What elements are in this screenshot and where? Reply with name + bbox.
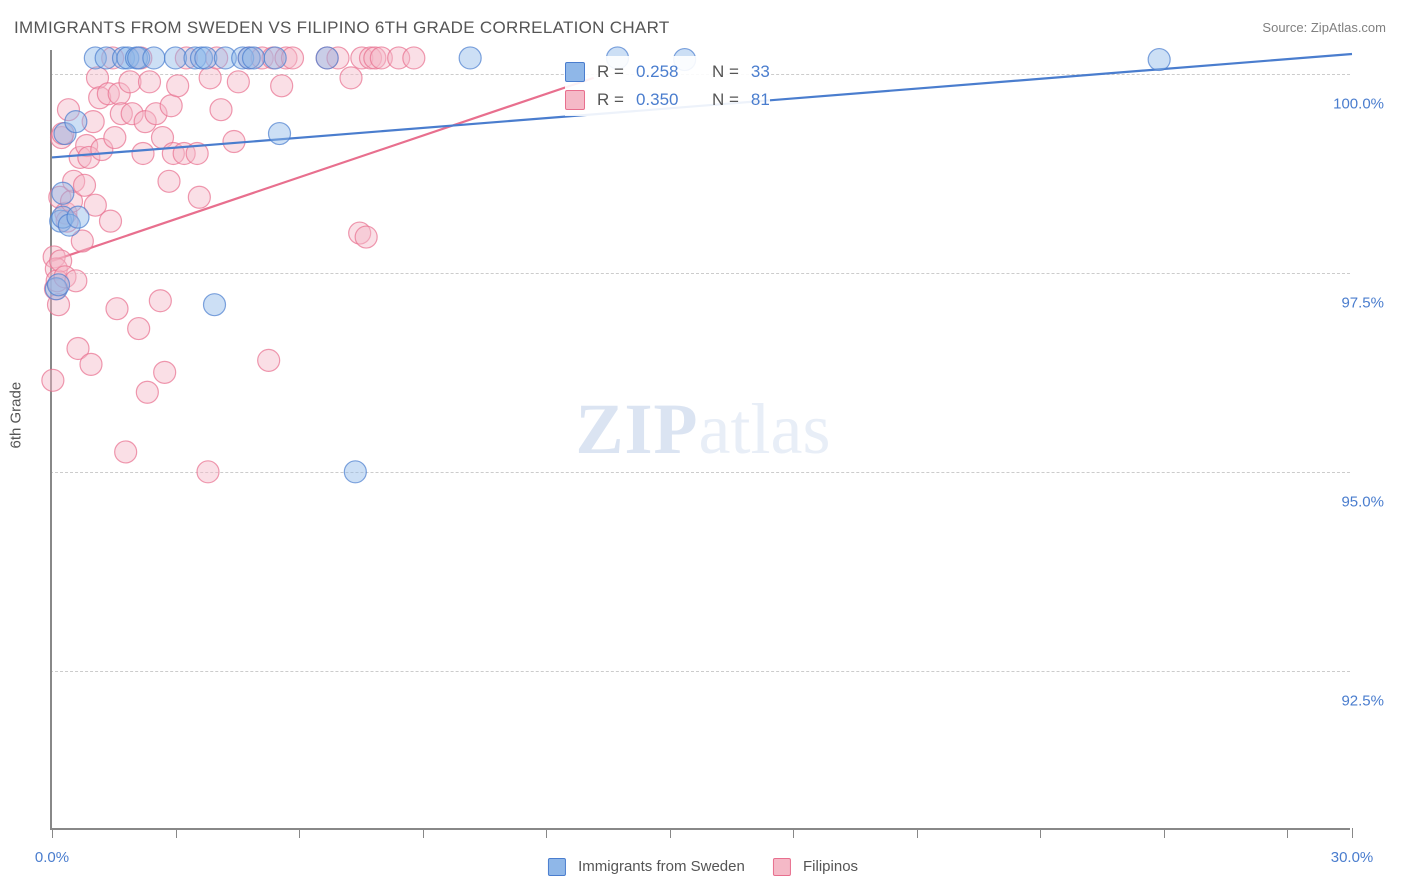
scatter-point [197, 461, 219, 483]
scatter-point [136, 381, 158, 403]
legend-item-a: Immigrants from Sweden [548, 858, 745, 876]
stats-r-label: R = [597, 90, 624, 110]
legend-swatch-b [773, 858, 791, 876]
x-tick [52, 828, 53, 838]
x-tick [423, 828, 424, 838]
scatter-point [243, 47, 265, 69]
chart-title: IMMIGRANTS FROM SWEDEN VS FILIPINO 6TH G… [14, 18, 670, 38]
x-tick [176, 828, 177, 838]
scatter-point [1148, 49, 1170, 71]
scatter-point [80, 353, 102, 375]
stats-n-label: N = [712, 90, 739, 110]
scatter-point [210, 99, 232, 121]
scatter-point [199, 67, 221, 89]
scatter-point [149, 290, 171, 312]
x-tick-label: 0.0% [35, 849, 69, 866]
stats-box: R = 0.258 N = 33 R = 0.350 N = 81 [565, 56, 770, 116]
scatter-point [195, 47, 217, 69]
scatter-point [403, 47, 425, 69]
scatter-point [154, 361, 176, 383]
stats-swatch-b [565, 90, 585, 110]
legend-swatch-a [548, 858, 566, 876]
x-tick [1287, 828, 1288, 838]
stats-r-value-b: 0.350 [636, 90, 679, 110]
x-tick [917, 828, 918, 838]
plot-svg [52, 50, 1352, 830]
scatter-point [344, 461, 366, 483]
source-label: Source: [1262, 20, 1307, 35]
x-tick [1040, 828, 1041, 838]
scatter-point [128, 318, 150, 340]
legend-label-b: Filipinos [803, 858, 858, 875]
scatter-point [269, 123, 291, 145]
scatter-point [42, 369, 64, 391]
scatter-point [115, 441, 137, 463]
x-tick [1164, 828, 1165, 838]
stats-r-label: R = [597, 62, 624, 82]
scatter-point [158, 170, 180, 192]
x-tick [793, 828, 794, 838]
scatter-point [204, 294, 226, 316]
stats-n-value-a: 33 [751, 62, 770, 82]
scatter-point [165, 47, 187, 69]
stats-n-label: N = [712, 62, 739, 82]
scatter-point [48, 274, 70, 296]
source-name[interactable]: ZipAtlas.com [1311, 20, 1386, 35]
stats-row-series-b: R = 0.350 N = 81 [565, 86, 770, 114]
stats-r-value-a: 0.258 [636, 62, 679, 82]
x-tick [299, 828, 300, 838]
x-tick-label: 30.0% [1331, 849, 1374, 866]
scatter-point [104, 127, 126, 149]
scatter-point [355, 226, 377, 248]
scatter-point [100, 210, 122, 232]
scatter-point [67, 206, 89, 228]
x-tick [546, 828, 547, 838]
scatter-point [160, 95, 182, 117]
x-tick [1352, 828, 1353, 838]
scatter-point [264, 47, 286, 69]
scatter-point [65, 111, 87, 133]
scatter-point [258, 349, 280, 371]
legend: Immigrants from Sweden Filipinos [548, 858, 858, 876]
scatter-point [143, 47, 165, 69]
scatter-point [340, 67, 362, 89]
legend-label-a: Immigrants from Sweden [578, 858, 745, 875]
scatter-point [167, 75, 189, 97]
scatter-point [459, 47, 481, 69]
source-credit: Source: ZipAtlas.com [1262, 20, 1386, 35]
stats-row-series-a: R = 0.258 N = 33 [565, 58, 770, 86]
scatter-point [52, 182, 74, 204]
stats-n-value-b: 81 [751, 90, 770, 110]
stats-swatch-a [565, 62, 585, 82]
scatter-point [188, 186, 210, 208]
scatter-point [227, 71, 249, 93]
y-axis-label: 6th Grade [8, 382, 25, 449]
scatter-point [106, 298, 128, 320]
scatter-point [74, 174, 96, 196]
x-tick [670, 828, 671, 838]
scatter-point [119, 71, 141, 93]
plot-area: 0.0%30.0% [50, 50, 1350, 830]
chart-container: 0.0%30.0% [50, 50, 1350, 830]
scatter-point [271, 75, 293, 97]
legend-item-b: Filipinos [773, 858, 858, 876]
scatter-point [139, 71, 161, 93]
scatter-point [316, 47, 338, 69]
scatter-point [132, 142, 154, 164]
